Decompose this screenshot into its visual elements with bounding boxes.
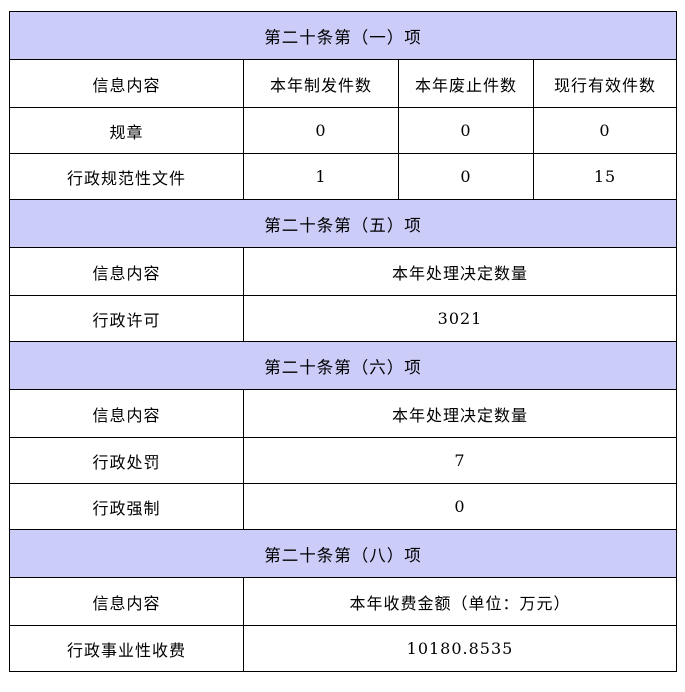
column-header-row-item-six: 信息内容 本年处理决定数量 [9,389,677,438]
section-title-row-item-one: 第二十条第（一）项 [9,11,677,60]
column-header-row-item-eight: 信息内容 本年收费金额（单位：万元） [9,577,677,626]
column-header-abolished-this-year: 本年废止件数 [398,59,534,108]
cell-administrative-fees-amount: 10180.8535 [243,625,677,672]
section-title-item-eight: 第二十条第（八）项 [9,529,677,578]
table-row: 规章 0 0 0 [9,107,677,154]
cell-administrative-coercion-count: 0 [243,483,677,530]
column-header-info-content: 信息内容 [9,59,244,108]
column-header-info-content: 信息内容 [9,247,244,296]
column-header-decisions-this-year: 本年处理决定数量 [243,247,677,296]
disclosure-statistics-table: 第二十条第（一）项 信息内容 本年制发件数 本年废止件数 现行有效件数 规章 0… [9,11,677,672]
column-header-row-item-five: 信息内容 本年处理决定数量 [9,247,677,296]
column-header-fee-amount-this-year: 本年收费金额（单位：万元） [243,577,677,626]
cell-regulations-abolished: 0 [398,107,534,154]
column-header-row-item-one: 信息内容 本年制发件数 本年废止件数 现行有效件数 [9,59,677,108]
column-header-issued-this-year: 本年制发件数 [243,59,399,108]
section-title-row-item-eight: 第二十条第（八）项 [9,529,677,578]
cell-administrative-penalty-count: 7 [243,437,677,484]
column-header-decisions-this-year: 本年处理决定数量 [243,389,677,438]
cell-regulations-effective: 0 [533,107,677,154]
cell-normative-documents-abolished: 0 [398,153,534,200]
cell-regulations-issued: 0 [243,107,399,154]
table-row: 行政处罚 7 [9,437,677,484]
column-header-currently-effective: 现行有效件数 [533,59,677,108]
row-label-normative-documents: 行政规范性文件 [9,153,244,200]
row-label-administrative-penalty: 行政处罚 [9,437,244,484]
table-row: 行政强制 0 [9,483,677,530]
column-header-info-content: 信息内容 [9,389,244,438]
column-header-info-content: 信息内容 [9,577,244,626]
section-title-item-one: 第二十条第（一）项 [9,11,677,60]
cell-normative-documents-effective: 15 [533,153,677,200]
row-label-administrative-coercion: 行政强制 [9,483,244,530]
row-label-regulations: 规章 [9,107,244,154]
cell-administrative-license-count: 3021 [243,295,677,342]
cell-normative-documents-issued: 1 [243,153,399,200]
row-label-administrative-license: 行政许可 [9,295,244,342]
section-title-item-five: 第二十条第（五）项 [9,199,677,248]
table-row: 行政规范性文件 1 0 15 [9,153,677,200]
section-title-row-item-six: 第二十条第（六）项 [9,341,677,390]
section-title-item-six: 第二十条第（六）项 [9,341,677,390]
section-title-row-item-five: 第二十条第（五）项 [9,199,677,248]
table-row: 行政事业性收费 10180.8535 [9,625,677,672]
table-row: 行政许可 3021 [9,295,677,342]
row-label-administrative-fees: 行政事业性收费 [9,625,244,672]
